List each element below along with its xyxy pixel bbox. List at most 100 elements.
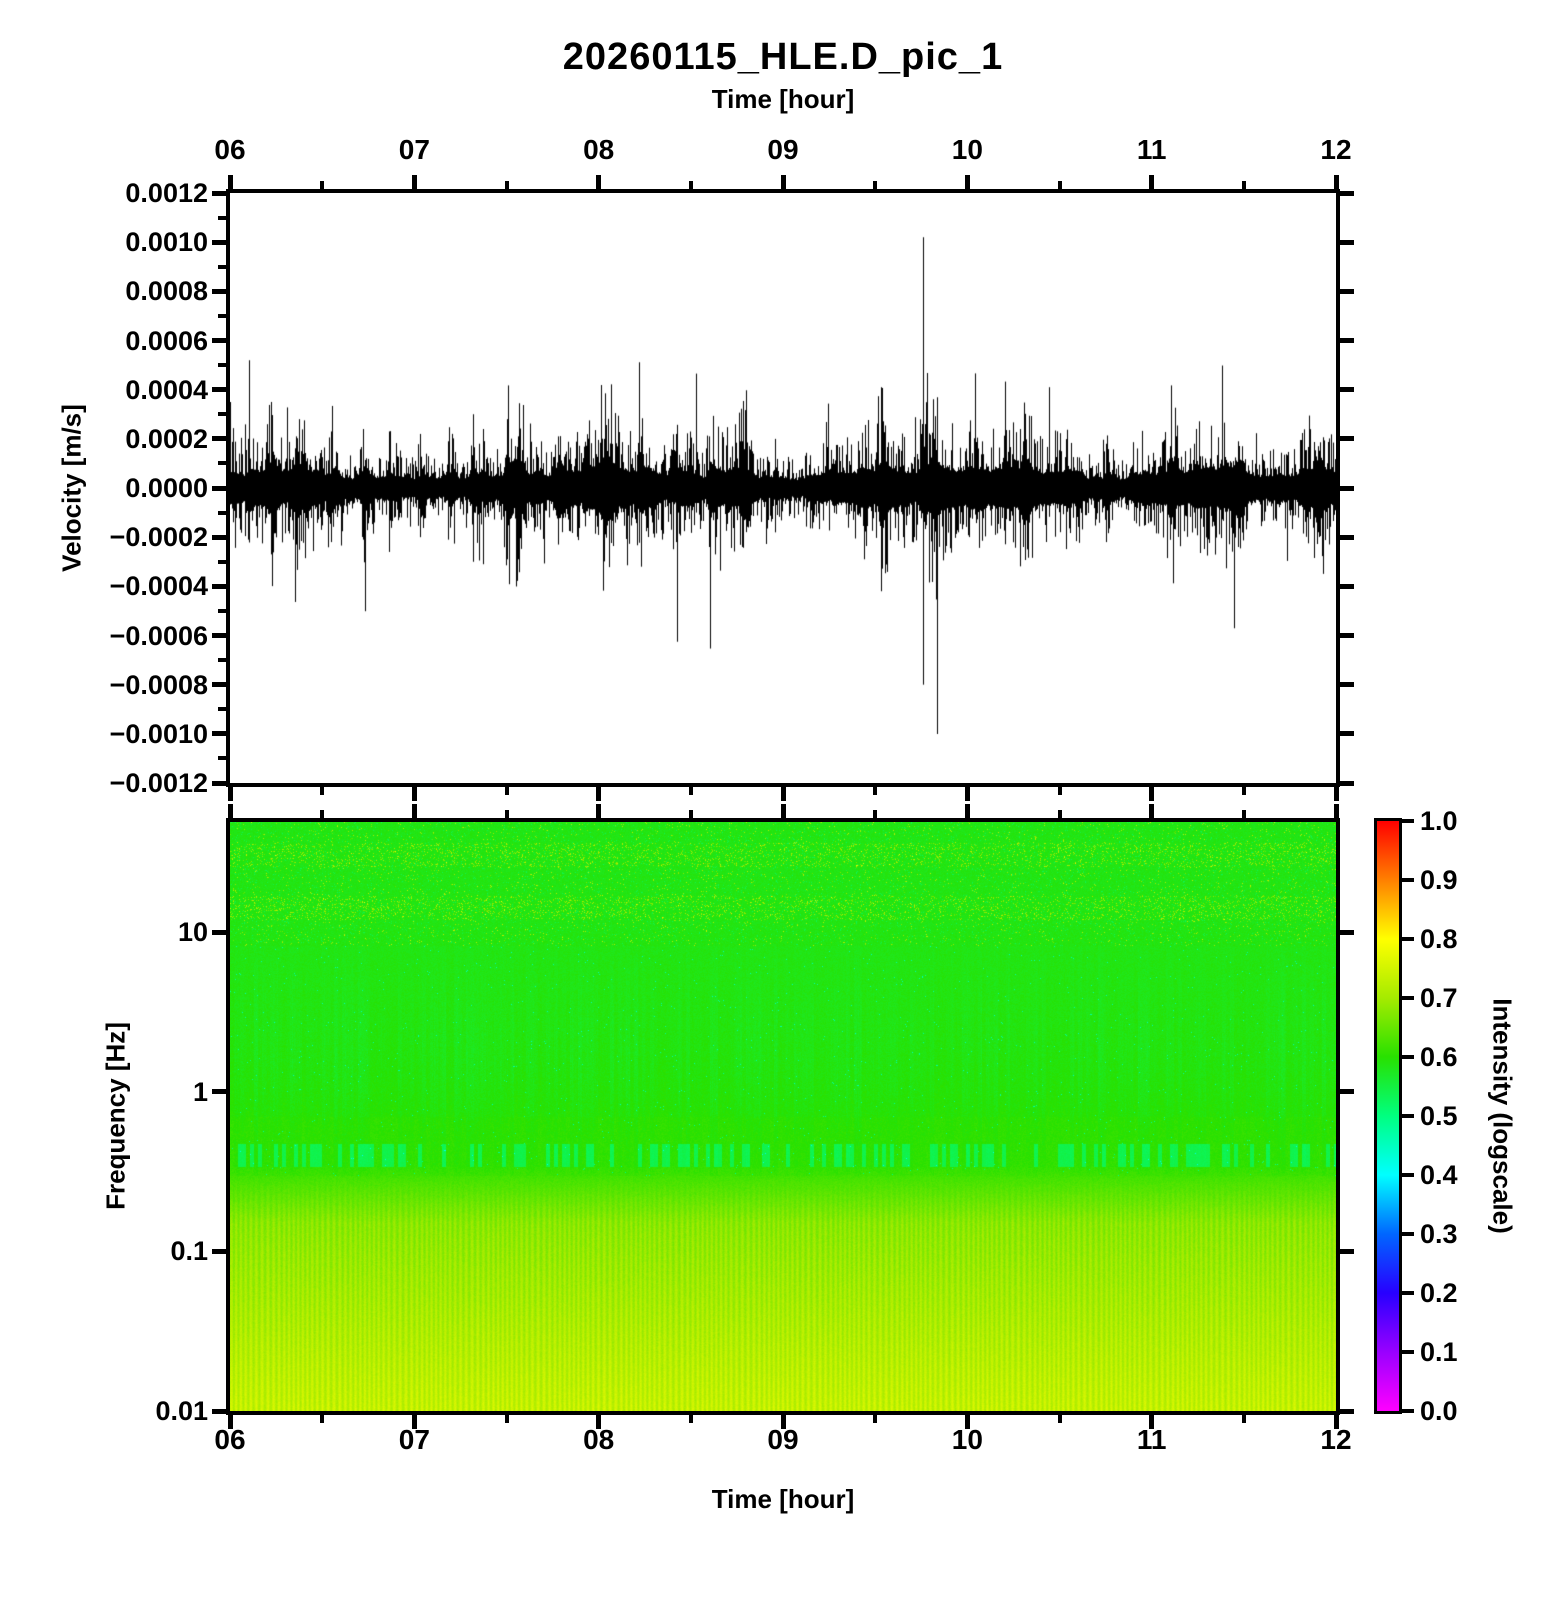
frequency-major-tick <box>212 929 226 935</box>
waveform-bottom-minor-tick <box>873 787 878 795</box>
frequency-axis-title: Frequency [Hz] <box>100 1022 131 1210</box>
spectrogram-bottom-major-tick <box>964 1415 970 1429</box>
waveform-bottom-major-tick <box>1333 787 1339 801</box>
waveform-top-major-tick <box>964 175 970 189</box>
waveform-top-major-tick <box>227 175 233 189</box>
waveform-top-minor-tick <box>1241 181 1246 189</box>
top-time-axis-title: Time [hour] <box>711 84 855 114</box>
waveform-bottom-minor-tick <box>504 787 509 795</box>
waveform-bottom-major-tick <box>227 787 233 801</box>
bottom-hour-tick-label: 12 <box>1320 1424 1352 1455</box>
velocity-major-tick <box>212 387 226 393</box>
waveform-trace-canvas <box>230 193 1336 783</box>
top-hour-tick-label: 11 <box>1136 134 1167 165</box>
frequency-major-tick <box>212 1248 226 1254</box>
spectrogram-top-major-tick <box>780 804 786 818</box>
spectrogram-top-minor-tick <box>688 810 693 818</box>
bottom-time-axis-title: Time [hour] <box>711 1484 855 1514</box>
velocity-major-tick <box>212 239 226 245</box>
colorbar-tick-label: 0.3 <box>1420 1219 1458 1249</box>
spectrogram-top-minor-tick <box>320 810 325 818</box>
velocity-major-tick <box>212 288 226 294</box>
waveform-top-major-tick <box>596 175 602 189</box>
colorbar-gradient <box>1377 821 1399 1411</box>
waveform-top-minor-tick <box>688 181 693 189</box>
colorbar-tick-label: 0.4 <box>1420 1160 1458 1190</box>
spectrogram-bottom-minor-tick <box>504 1415 509 1423</box>
top-hour-tick-label: 08 <box>583 134 615 165</box>
waveform-bottom-minor-tick <box>1241 787 1246 795</box>
colorbar-tick <box>1402 1291 1414 1295</box>
frequency-tick-label: 10 <box>177 917 208 947</box>
spectrogram-top-minor-tick <box>504 810 509 818</box>
waveform-bottom-major-tick <box>1149 787 1155 801</box>
top-hour-tick-label: 12 <box>1320 134 1352 165</box>
velocity-minor-tick <box>218 363 226 368</box>
velocity-minor-tick <box>218 412 226 417</box>
velocity-minor-tick <box>218 264 226 269</box>
velocity-tick-label: −0.0002 <box>109 522 208 553</box>
spectrogram-bottom-minor-tick <box>1057 1415 1062 1423</box>
spectrogram-top-major-tick <box>227 804 233 818</box>
velocity-tick-label: 0.0006 <box>125 325 208 356</box>
velocity-minor-tick <box>218 707 226 712</box>
velocity-right-major-tick <box>1340 288 1354 294</box>
top-hour-tick-label: 06 <box>214 134 246 165</box>
velocity-tick-label: 0.0012 <box>125 178 208 208</box>
spectrogram-bottom-major-tick <box>411 1415 417 1429</box>
velocity-right-major-tick <box>1340 239 1354 245</box>
velocity-right-major-tick <box>1340 731 1354 737</box>
frequency-major-tick <box>212 1408 226 1414</box>
waveform-bottom-major-tick <box>411 787 417 801</box>
waveform-bottom-minor-tick <box>320 787 325 795</box>
colorbar-tick <box>1402 1114 1414 1118</box>
spectrogram-bottom-minor-tick <box>1241 1415 1246 1423</box>
velocity-minor-tick <box>218 510 226 515</box>
frequency-right-major-tick <box>1340 1089 1354 1095</box>
waveform-top-major-tick <box>780 175 786 189</box>
velocity-right-major-tick <box>1340 633 1354 638</box>
colorbar-tick-label: 0.1 <box>1420 1337 1458 1367</box>
velocity-minor-tick <box>218 313 226 318</box>
velocity-right-major-tick <box>1340 436 1354 442</box>
waveform-bottom-major-tick <box>780 787 786 801</box>
velocity-right-major-tick <box>1340 485 1354 491</box>
colorbar-tick <box>1402 1055 1414 1059</box>
spectrogram-top-major-tick <box>596 804 602 818</box>
velocity-major-tick <box>212 633 226 638</box>
spectrogram-bottom-major-tick <box>1333 1415 1339 1429</box>
page-title: 20260115_HLE.D_pic_1 <box>562 36 1004 78</box>
colorbar-tick <box>1402 819 1414 823</box>
velocity-tick-label: 0.0000 <box>125 473 208 503</box>
colorbar-tick-label: 0.8 <box>1420 924 1458 954</box>
bottom-hour-tick-label: 08 <box>583 1424 615 1455</box>
top-hour-tick-label: 09 <box>767 134 799 165</box>
frequency-right-major-tick <box>1340 1408 1354 1414</box>
colorbar-tick <box>1402 996 1414 1000</box>
spectrogram-bottom-major-tick <box>227 1415 233 1429</box>
spectrogram-bottom-minor-tick <box>688 1415 693 1423</box>
velocity-minor-tick <box>218 658 226 663</box>
velocity-minor-tick <box>218 756 226 761</box>
spectrogram-bottom-major-tick <box>780 1415 786 1429</box>
colorbar-tick-label: 0.7 <box>1420 983 1458 1013</box>
waveform-bottom-minor-tick <box>1057 787 1062 795</box>
colorbar-tick <box>1402 1350 1414 1354</box>
velocity-major-tick <box>212 338 226 343</box>
velocity-right-major-tick <box>1340 534 1354 540</box>
velocity-tick-label: 0.0008 <box>125 276 208 307</box>
velocity-major-tick <box>212 583 226 589</box>
spectrogram-bottom-major-tick <box>1149 1415 1155 1429</box>
bottom-hour-tick-label: 11 <box>1136 1424 1167 1455</box>
velocity-minor-tick <box>218 559 226 564</box>
spectrogram-bottom-major-tick <box>596 1415 602 1429</box>
velocity-right-major-tick <box>1340 682 1354 688</box>
waveform-top-minor-tick <box>1057 181 1062 189</box>
velocity-major-tick <box>212 436 226 442</box>
colorbar-tick-label: 0.5 <box>1420 1101 1458 1131</box>
waveform-bottom-major-tick <box>964 787 970 801</box>
colorbar-tick <box>1402 1232 1414 1236</box>
velocity-right-major-tick <box>1340 338 1354 343</box>
colorbar-tick-label: 0.6 <box>1420 1042 1458 1072</box>
velocity-major-tick <box>212 780 226 786</box>
